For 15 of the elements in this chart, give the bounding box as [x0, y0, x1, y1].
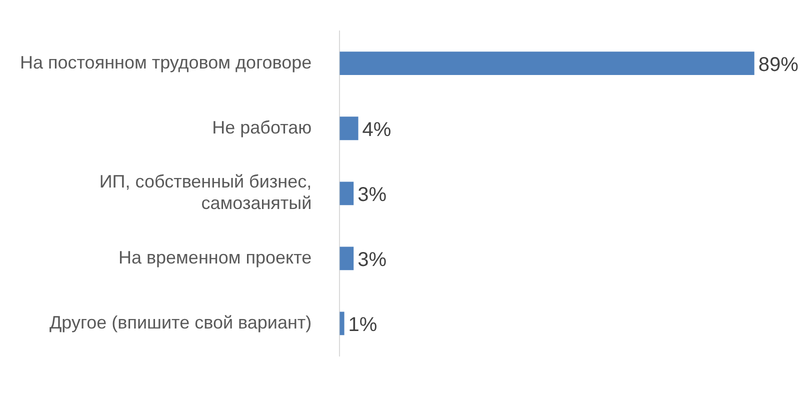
- data-label: 1%: [348, 314, 378, 336]
- bar: [340, 246, 354, 270]
- y-tick-label: На постоянном трудовом договоре: [20, 52, 312, 72]
- data-label: 4%: [362, 118, 392, 141]
- y-tick-label: ИП, собственный бизнес, самозанятый: [99, 172, 312, 214]
- bar: [340, 182, 354, 206]
- y-tick-label: Не работаю: [212, 117, 312, 138]
- y-tick-label: На временном проекте: [118, 247, 312, 268]
- data-label: 3%: [358, 184, 387, 206]
- y-tick-label: Другое (впишите свой вариант): [49, 312, 312, 332]
- bar: [340, 312, 344, 336]
- data-label: 89%: [758, 54, 799, 76]
- bar: [340, 52, 754, 76]
- data-label: 3%: [358, 248, 387, 271]
- bar: [340, 116, 358, 140]
